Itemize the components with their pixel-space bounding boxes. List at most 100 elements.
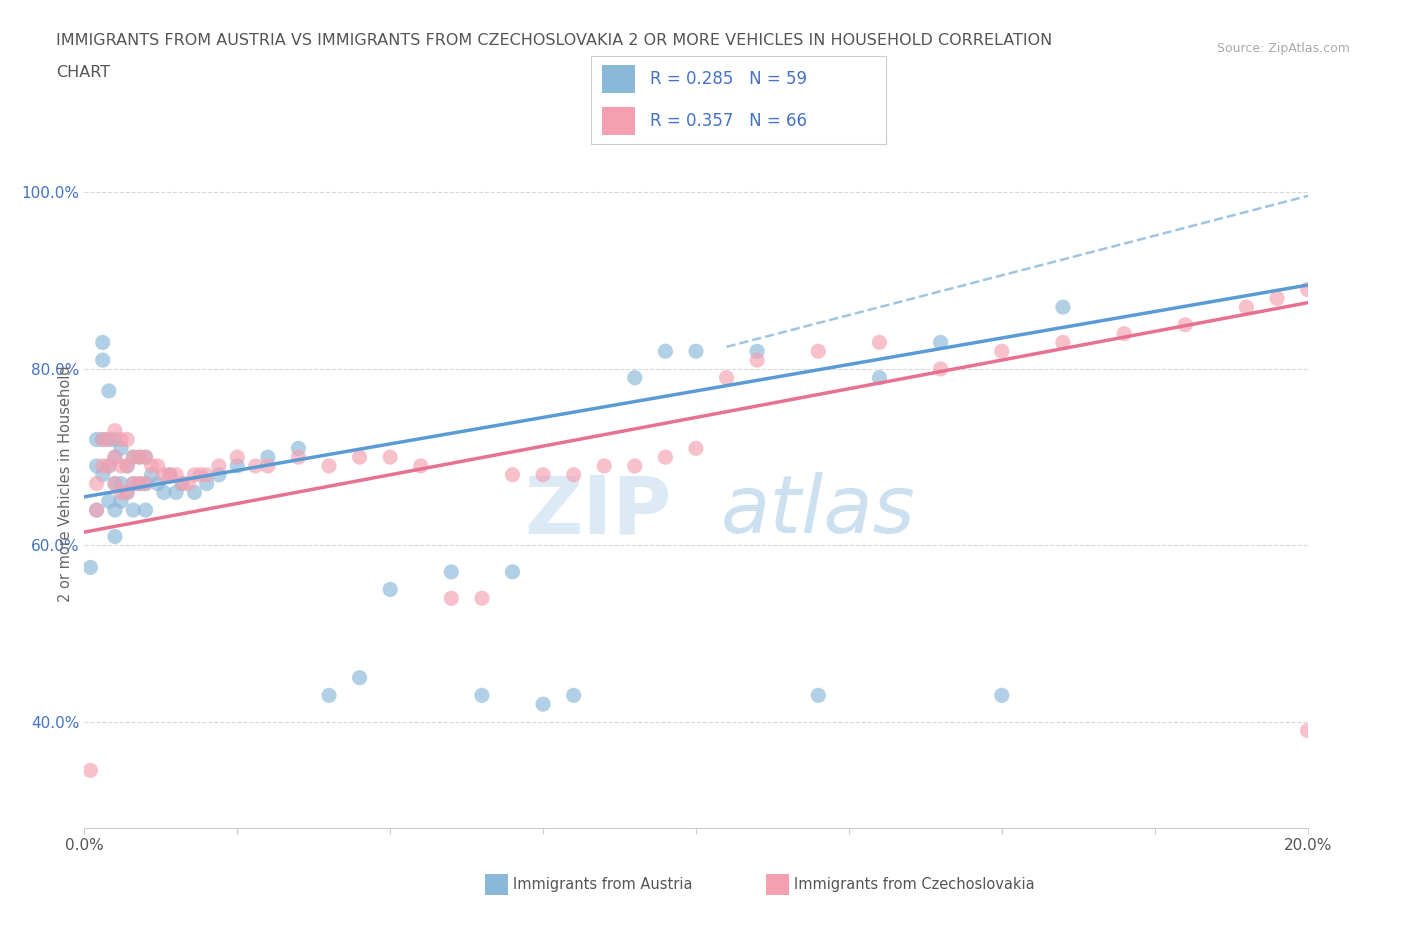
Point [79, 763, 101, 777]
Text: ZIP: ZIP [524, 472, 672, 551]
Point [91, 432, 114, 447]
Point [929, 335, 952, 350]
Point [79, 560, 101, 575]
Text: R = 0.357   N = 66: R = 0.357 N = 66 [650, 113, 807, 130]
Point [128, 450, 150, 465]
Point [685, 441, 707, 456]
Point [97, 458, 120, 473]
Point [97, 458, 120, 473]
Point [245, 458, 267, 473]
Point [531, 468, 554, 483]
Point [440, 565, 463, 579]
Point [115, 432, 138, 447]
Point [172, 476, 194, 491]
Point [747, 352, 769, 367]
Point [502, 565, 524, 579]
Point [165, 468, 187, 483]
Point [177, 476, 200, 491]
Point [122, 450, 145, 465]
Point [409, 458, 432, 473]
Point [153, 485, 176, 499]
Point [110, 441, 132, 456]
Point [122, 476, 145, 491]
Point [135, 450, 157, 465]
Point [502, 468, 524, 483]
Point [869, 335, 891, 350]
Point [172, 476, 194, 491]
Text: Source: ZipAtlas.com: Source: ZipAtlas.com [1216, 42, 1350, 55]
Point [1114, 326, 1136, 341]
Point [115, 485, 138, 499]
Point [86, 476, 108, 491]
Point [104, 476, 127, 491]
Text: CHART: CHART [56, 65, 110, 80]
Point [146, 458, 169, 473]
Point [807, 688, 830, 703]
Point [190, 468, 212, 483]
Point [115, 458, 138, 473]
Point [91, 468, 114, 483]
Point [1174, 317, 1197, 332]
Point [110, 494, 132, 509]
Text: Immigrants from Austria: Immigrants from Austria [513, 877, 693, 892]
Point [110, 458, 132, 473]
Point [1358, 211, 1381, 226]
Point [1265, 291, 1288, 306]
Point [128, 476, 150, 491]
Point [91, 458, 114, 473]
Point [593, 458, 616, 473]
Point [1296, 282, 1319, 297]
Point [349, 450, 371, 465]
Point [153, 468, 176, 483]
Point [97, 432, 120, 447]
Point [104, 450, 127, 465]
Point [1388, 203, 1406, 218]
Point [349, 671, 371, 685]
Y-axis label: 2 or more Vehicles in Household: 2 or more Vehicles in Household [58, 365, 73, 602]
Point [110, 485, 132, 499]
Point [654, 450, 676, 465]
Point [159, 468, 181, 483]
Point [86, 502, 108, 517]
Point [104, 450, 127, 465]
Point [110, 476, 132, 491]
Point [562, 468, 585, 483]
Point [97, 494, 120, 509]
Point [1296, 724, 1319, 738]
Point [128, 476, 150, 491]
Point [440, 591, 463, 605]
Point [104, 423, 127, 438]
Point [208, 468, 231, 483]
Point [287, 450, 309, 465]
Point [165, 485, 187, 499]
Point [991, 344, 1014, 359]
Point [226, 458, 249, 473]
Point [141, 468, 163, 483]
Point [122, 476, 145, 491]
Bar [602, 65, 636, 93]
Point [104, 502, 127, 517]
Point [257, 458, 280, 473]
Point [128, 450, 150, 465]
Point [115, 458, 138, 473]
Point [1052, 299, 1074, 314]
Text: IMMIGRANTS FROM AUSTRIA VS IMMIGRANTS FROM CZECHOSLOVAKIA 2 OR MORE VEHICLES IN : IMMIGRANTS FROM AUSTRIA VS IMMIGRANTS FR… [56, 33, 1053, 47]
Point [318, 458, 340, 473]
Point [97, 383, 120, 398]
Point [1327, 220, 1350, 235]
Point [115, 485, 138, 499]
Point [104, 432, 127, 447]
Text: R = 0.285   N = 59: R = 0.285 N = 59 [650, 70, 807, 87]
Point [716, 370, 738, 385]
Point [1052, 335, 1074, 350]
Point [531, 697, 554, 711]
Point [97, 432, 120, 447]
Point [685, 344, 707, 359]
Point [471, 688, 494, 703]
Point [104, 476, 127, 491]
Text: atlas: atlas [721, 472, 915, 551]
Point [929, 362, 952, 377]
Point [110, 432, 132, 447]
Point [471, 591, 494, 605]
Point [869, 370, 891, 385]
